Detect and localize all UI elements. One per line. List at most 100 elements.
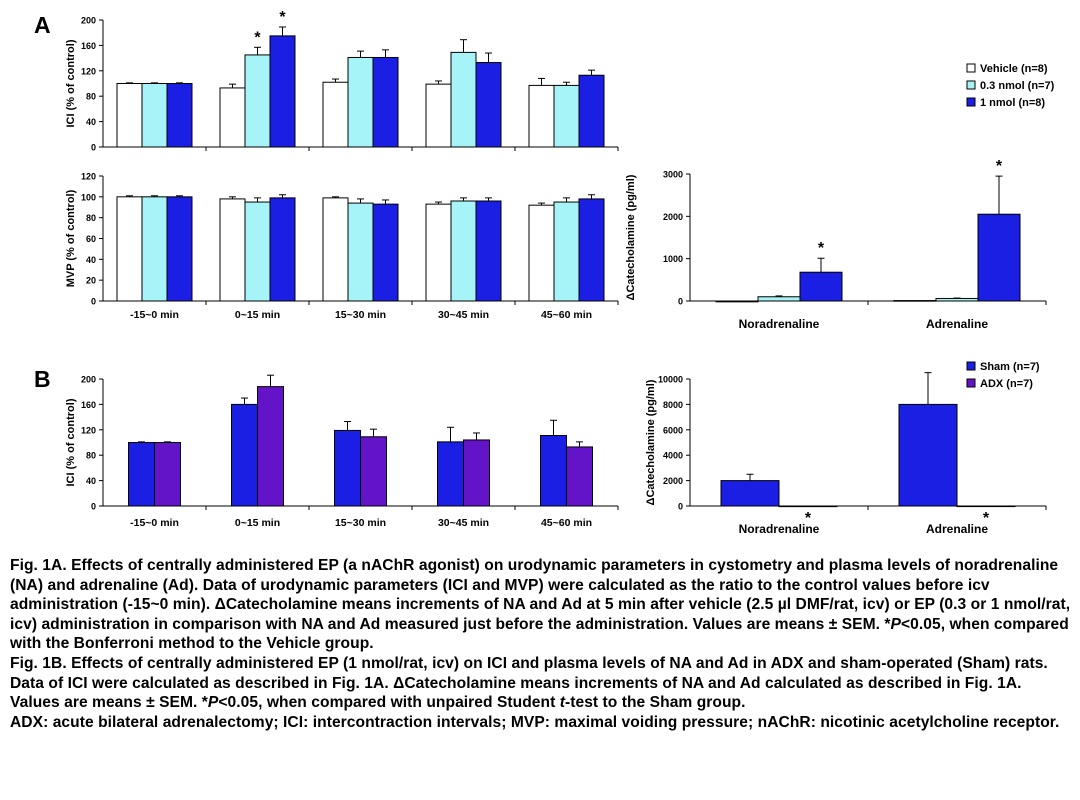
bar	[898, 403, 958, 507]
y-tick-label: 120	[81, 172, 96, 182]
caption-abbreviations: ADX: acute bilateral adrenalectomy; ICI:…	[10, 713, 1060, 731]
caption-paragraph-1a: Fig. 1A. Effects of centrally administer…	[10, 556, 1075, 654]
bar	[269, 35, 296, 148]
figure-caption: Fig. 1A. Effects of centrally administer…	[10, 556, 1075, 732]
panel-label-b: B	[34, 366, 51, 392]
bar	[141, 83, 168, 148]
y-tick-label: 100	[81, 192, 96, 202]
bar	[322, 81, 349, 148]
legend-swatch	[966, 361, 976, 371]
category-label: Adrenaline	[926, 522, 988, 536]
caption-1a-p-italic: P	[890, 615, 901, 633]
caption-1a-text: Fig. 1A. Effects of centrally administer…	[10, 557, 1071, 633]
bar	[475, 200, 502, 302]
legend-label: 0.3 nmol (n=7)	[980, 80, 1055, 92]
significance-marker: *	[279, 9, 286, 26]
category-label: 30~45 min	[438, 517, 489, 529]
y-tick-label: 0	[91, 297, 96, 307]
caption-1b-t-italic: t	[559, 694, 565, 712]
category-label: Noradrenaline	[739, 317, 820, 331]
chart-a_cat: 0 1000 2000 3000 ΔCatecholamine (pg/ml) Norad…	[625, 158, 1047, 331]
y-tick-label: 2000	[663, 476, 683, 486]
y-tick-label: 120	[81, 66, 96, 76]
y-tick-label: 20	[86, 276, 96, 286]
y-tick-label: 60	[86, 234, 96, 244]
bar	[778, 505, 838, 508]
caption-1a-text-end: <0.05, when compared with the Bonferroni…	[10, 615, 1069, 653]
y-tick-label: 0	[91, 143, 96, 153]
category-label: 15~30 min	[335, 309, 386, 321]
y-tick-label: 10000	[658, 375, 683, 385]
category-label: Adrenaline	[926, 317, 988, 331]
bar	[566, 446, 593, 507]
bar	[463, 439, 490, 507]
bar	[425, 203, 452, 302]
legend-label: Sham (n=7)	[980, 361, 1040, 373]
y-tick-label: 40	[86, 117, 96, 127]
bar	[450, 200, 477, 302]
bar	[799, 271, 843, 302]
caption-1b-p-italic: P	[207, 694, 219, 712]
y-axis-title: ΔCatecholamine (pg/ml)	[645, 379, 657, 505]
chart-b_ici: 0 40 80 120 160 200 ICI (% of control) -15~0 mi…	[65, 375, 619, 529]
bar	[141, 196, 168, 302]
category-label: 45~60 min	[541, 517, 592, 529]
category-label: -15~0 min	[130, 517, 179, 529]
significance-marker: *	[818, 240, 825, 257]
category-label: 15~30 min	[335, 517, 386, 529]
caption-1b-text: Fig. 1B. Effects of centrally administer…	[10, 654, 1048, 712]
significance-marker: *	[805, 510, 812, 527]
significance-marker: *	[983, 510, 990, 527]
bar	[116, 83, 143, 148]
chart-a_mvp: 0 20 40 60 80 100 120 MVP (% of control) -15~0 m…	[65, 172, 619, 321]
y-tick-label: 160	[81, 400, 96, 410]
y-axis-title: MVP (% of control)	[65, 189, 77, 287]
bar	[166, 196, 193, 302]
y-tick-label: 160	[81, 41, 96, 51]
bar	[334, 429, 361, 507]
bar	[475, 62, 502, 148]
bar	[347, 56, 374, 148]
bar	[116, 196, 143, 302]
bar	[893, 300, 937, 302]
y-axis-title: ΔCatecholamine (pg/ml)	[625, 174, 637, 300]
bar	[257, 386, 284, 507]
legend-label: Vehicle (n=8)	[980, 63, 1048, 75]
bar	[347, 202, 374, 302]
bar	[578, 74, 605, 148]
bar	[540, 435, 567, 507]
y-tick-label: 4000	[663, 451, 683, 461]
charts-group: 0 40 80 120 160 200 ICI (% of control) * * 0 20 40 6…	[65, 9, 1055, 536]
legend-a_ici: Vehicle (n=8) 0.3 nmol (n=7) 1 nmol (n=8)	[966, 63, 1055, 109]
bar	[956, 505, 1016, 508]
bar	[450, 51, 477, 148]
bar	[128, 442, 155, 507]
bar	[372, 56, 399, 148]
chart-a_ici: 0 40 80 120 160 200 ICI (% of control) * *	[65, 9, 619, 153]
significance-marker: *	[254, 29, 261, 46]
bar	[154, 442, 181, 507]
bar	[322, 197, 349, 302]
bar	[425, 83, 452, 148]
y-tick-label: 0	[678, 297, 683, 307]
bar	[166, 83, 193, 148]
legend-label: 1 nmol (n=8)	[980, 97, 1045, 109]
y-tick-label: 2000	[663, 212, 683, 222]
caption-1b-text-mid: <0.05, when compared with unpaired Stude…	[218, 694, 560, 712]
bar	[360, 436, 387, 507]
category-label: 0~15 min	[235, 517, 280, 529]
bar	[437, 441, 464, 507]
bar	[269, 197, 296, 302]
bar	[231, 403, 258, 507]
bar	[553, 201, 580, 302]
y-tick-label: 1000	[663, 254, 683, 264]
bar	[553, 84, 580, 148]
bar	[757, 296, 801, 302]
bar	[219, 87, 246, 148]
category-label: 0~15 min	[235, 309, 280, 321]
legend-swatch	[966, 378, 976, 388]
category-label: 30~45 min	[438, 309, 489, 321]
y-tick-label: 80	[86, 213, 96, 223]
